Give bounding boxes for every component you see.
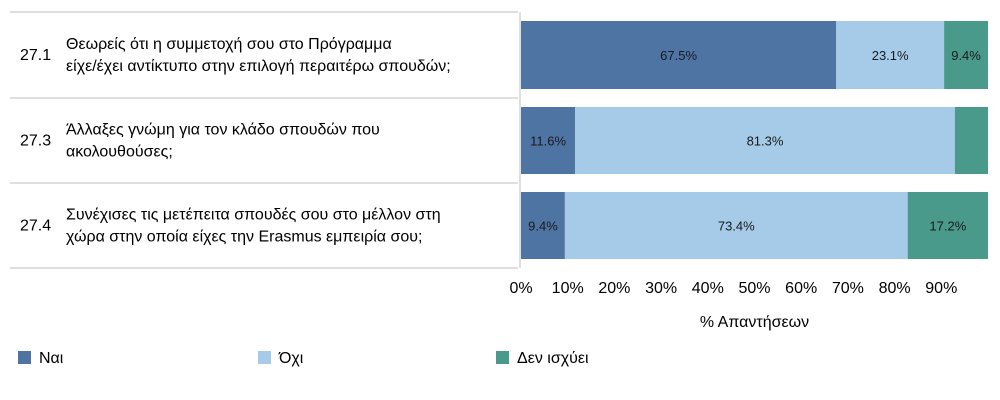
question-text-line: Συνέχισες τις μετέπειτα σπουδές σου στο … [66, 207, 441, 224]
legend-swatch [18, 351, 31, 364]
x-tick-label: 80% [879, 280, 911, 297]
data-label: 67.5% [660, 48, 697, 63]
bar-segment [575, 107, 955, 174]
legend-label: Ναι [39, 350, 64, 367]
bar-segment [907, 192, 988, 259]
data-label: 23.1% [872, 48, 909, 63]
question-text-line: Άλλαξες γνώμη για τον κλάδο σπουδών που [66, 122, 380, 139]
data-label: 73.4% [718, 219, 755, 234]
x-tick-label: 90% [925, 280, 957, 297]
data-label: 81.3% [747, 134, 784, 149]
legend-swatch [496, 351, 509, 364]
bar-segment [521, 192, 565, 259]
x-tick-label: 40% [692, 280, 724, 297]
data-label: 9.4% [528, 219, 558, 234]
data-label: 9.4% [951, 48, 981, 63]
x-tick-label: 50% [738, 280, 770, 297]
legend-swatch [258, 351, 271, 364]
legend-label: Όχι [278, 350, 304, 367]
x-tick-label: 20% [598, 280, 630, 297]
question-text-line: ακολουθούσες; [66, 144, 173, 161]
question-number: 27.4 [20, 218, 51, 235]
bar-segment [521, 21, 837, 89]
question-text-line: Θεωρείς ότι η συμμετοχή σου στο Πρόγραμμ… [66, 36, 392, 53]
bar-segment [564, 192, 908, 259]
question-number: 27.3 [20, 133, 51, 150]
x-tick-label: 0% [509, 280, 532, 297]
data-label: 11.6% [530, 134, 566, 149]
bar-segment [944, 21, 988, 89]
data-label: 17.2% [929, 219, 966, 234]
bar-segment [954, 107, 988, 174]
question-text-line: χώρα στην οποία είχες την Erasmus εμπειρ… [66, 229, 422, 246]
bar-segment [521, 107, 576, 174]
question-text-line: είχε/έχει αντίκτυπο στην επιλογή περαιτέ… [66, 58, 451, 75]
bar-segment [836, 21, 945, 89]
x-tick-label: 30% [645, 280, 677, 297]
legend-label: Δεν ισχύει [517, 350, 589, 367]
x-tick-label: 60% [785, 280, 817, 297]
x-tick-label: 70% [832, 280, 864, 297]
question-number: 27.1 [20, 47, 51, 64]
x-axis-title: % Απαντήσεων [700, 314, 809, 331]
x-tick-label: 10% [552, 280, 584, 297]
